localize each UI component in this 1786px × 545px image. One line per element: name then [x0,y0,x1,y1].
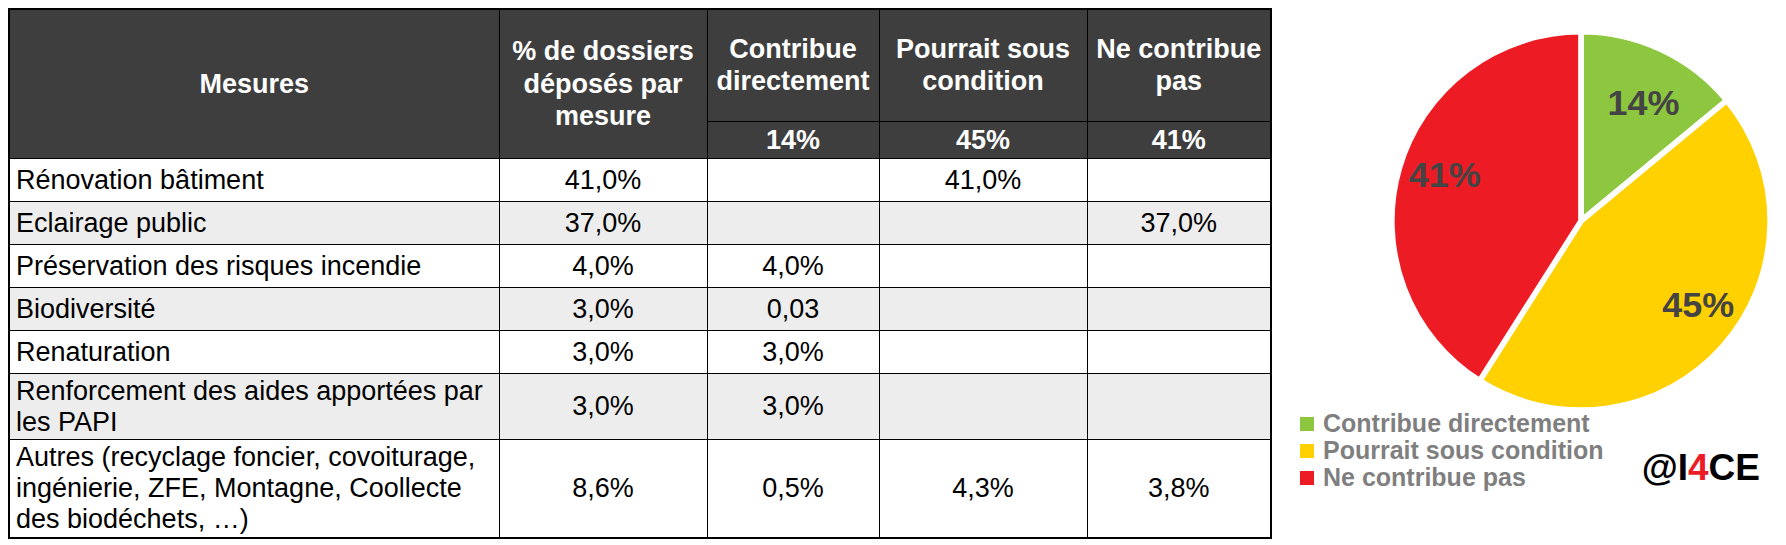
cell-sous-condition [879,244,1087,287]
cell-direct: 3,0% [707,330,879,373]
col-header-ne-contribue-pas: Ne contribue pas [1087,9,1271,121]
cell-ne-pas [1087,330,1271,373]
cell-direct: 0,03 [707,287,879,330]
cell-mesure: Préservation des risques incendie [9,244,499,287]
cell-pct: 3,0% [499,373,707,440]
cell-sous-condition [879,201,1087,244]
legend-label: Ne contribue pas [1323,463,1526,492]
cell-pct: 37,0% [499,201,707,244]
cell-sous-condition [879,373,1087,440]
cell-direct [707,201,879,244]
cell-mesure: Renforcement des aides apportées par les… [9,373,499,440]
i4ce-logo: @I4CE [1642,447,1760,489]
legend-label: Contribue directement [1323,409,1590,438]
cell-sous-condition: 4,3% [879,440,1087,538]
cell-ne-pas [1087,287,1271,330]
col-total-ne-contribue-pas: 41% [1087,121,1271,158]
legend-item-contribue-directement: Contribue directement [1300,410,1604,437]
cell-mesure: Rénovation bâtiment [9,158,499,201]
measures-table: Mesures % de dossiers déposés par mesure… [8,8,1272,539]
cell-ne-pas [1087,158,1271,201]
cell-pct: 41,0% [499,158,707,201]
cell-mesure: Autres (recyclage foncier, covoiturage, … [9,440,499,538]
cell-pct: 4,0% [499,244,707,287]
cell-direct: 0,5% [707,440,879,538]
cell-mesure: Biodiversité [9,287,499,330]
cell-ne-pas [1087,373,1271,440]
table-row: Renforcement des aides apportées par les… [9,373,1271,440]
cell-direct: 4,0% [707,244,879,287]
cell-ne-pas [1087,244,1271,287]
pie-data-label-contribue-directement: 14% [1607,82,1679,123]
pie-data-label-ne-contribue-pas: 41% [1409,154,1481,195]
cell-pct: 3,0% [499,287,707,330]
cell-pct: 8,6% [499,440,707,538]
legend-item-ne-contribue-pas: Ne contribue pas [1300,464,1604,491]
cell-mesure: Renaturation [9,330,499,373]
table-row: Rénovation bâtiment 41,0% 41,0% [9,158,1271,201]
pie-legend: Contribue directement Pourrait sous cond… [1300,410,1604,491]
table-row: Autres (recyclage foncier, covoiturage, … [9,440,1271,538]
col-header-mesures: Mesures [9,9,499,158]
col-total-pourrait-sous-condition: 45% [879,121,1087,158]
logo-suffix: CE [1709,447,1760,488]
legend-swatch-red-icon [1300,471,1314,485]
cell-pct: 3,0% [499,330,707,373]
cell-sous-condition: 41,0% [879,158,1087,201]
logo-four: 4 [1688,447,1709,488]
pie-chart: 14% 45% 41% [1388,28,1774,414]
legend-item-pourrait-sous-condition: Pourrait sous condition [1300,437,1604,464]
cell-sous-condition [879,287,1087,330]
col-header-pct-dossiers: % de dossiers déposés par mesure [499,9,707,158]
legend-swatch-yellow-icon [1300,444,1314,458]
table-row: Préservation des risques incendie 4,0% 4… [9,244,1271,287]
cell-ne-pas: 37,0% [1087,201,1271,244]
cell-direct: 3,0% [707,373,879,440]
measures-table-container: Mesures % de dossiers déposés par mesure… [8,8,1272,539]
logo-prefix: @I [1642,447,1688,488]
cell-ne-pas: 3,8% [1087,440,1271,538]
table-row: Eclairage public 37,0% 37,0% [9,201,1271,244]
cell-mesure: Eclairage public [9,201,499,244]
col-total-contribue-directement: 14% [707,121,879,158]
col-header-contribue-directement: Contribue directement [707,9,879,121]
legend-label: Pourrait sous condition [1323,436,1604,465]
pie-data-label-pourrait-sous-condition: 45% [1662,285,1734,326]
cell-direct [707,158,879,201]
cell-sous-condition [879,330,1087,373]
table-row: Renaturation 3,0% 3,0% [9,330,1271,373]
table-row: Biodiversité 3,0% 0,03 [9,287,1271,330]
legend-swatch-green-icon [1300,417,1314,431]
col-header-pourrait-sous-condition: Pourrait sous condition [879,9,1087,121]
